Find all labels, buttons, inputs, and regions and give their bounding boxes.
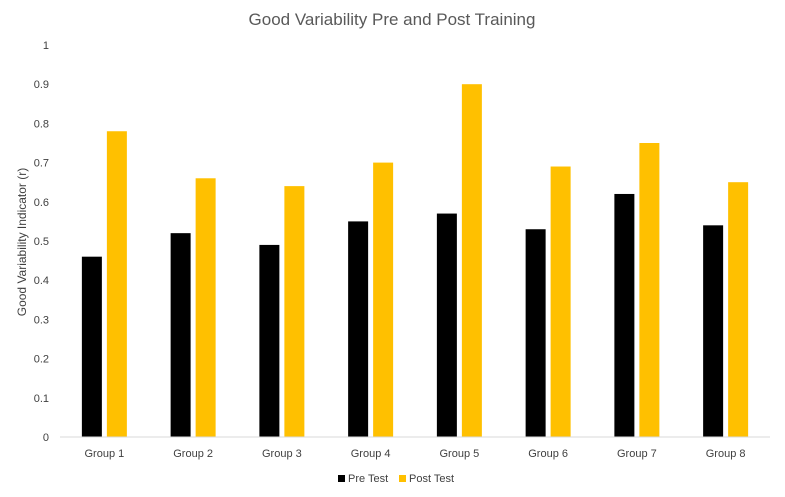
chart-title: Good Variability Pre and Post Training — [249, 10, 536, 29]
x-tick-label: Group 7 — [617, 448, 657, 460]
bar-post-test-group-8 — [728, 182, 749, 437]
bar-post-test-group-1 — [106, 131, 127, 438]
bar-pre-test-group-7 — [614, 193, 635, 437]
x-tick-label: Group 8 — [706, 448, 746, 460]
y-axis-label: Good Variability Indicator (r) — [15, 168, 29, 317]
y-axis-ticks: 0 0.1 0.2 0.3 0.4 0.5 0.6 0.7 0.8 0.9 1 — [34, 40, 49, 444]
bars — [81, 84, 749, 438]
y-tick-label: 0.8 — [34, 118, 49, 130]
bar-pre-test-group-8 — [703, 225, 724, 437]
y-tick-label: 0.4 — [34, 275, 49, 287]
y-tick-label: 0 — [43, 432, 49, 444]
y-tick-label: 0.6 — [34, 197, 49, 209]
legend-label-pre-test: Pre Test — [348, 473, 388, 485]
bar-pre-test-group-5 — [436, 213, 457, 437]
y-tick-label: 0.7 — [34, 158, 49, 170]
bar-post-test-group-4 — [373, 162, 394, 437]
x-tick-label: Group 6 — [528, 448, 568, 460]
x-tick-label: Group 4 — [351, 448, 391, 460]
legend: Pre Test Post Test — [338, 473, 454, 485]
bar-post-test-group-3 — [284, 186, 305, 437]
bar-post-test-group-6 — [550, 166, 571, 437]
y-tick-label: 1 — [43, 40, 49, 52]
x-tick-label: Group 2 — [173, 448, 213, 460]
y-tick-label: 0.9 — [34, 79, 49, 91]
y-tick-label: 0.1 — [34, 393, 49, 405]
bar-post-test-group-7 — [639, 143, 660, 437]
legend-swatch-post-test — [399, 475, 406, 482]
y-tick-label: 0.2 — [34, 354, 49, 366]
y-tick-label: 0.3 — [34, 314, 49, 326]
bar-pre-test-group-2 — [170, 233, 191, 437]
bar-pre-test-group-1 — [81, 256, 102, 437]
bar-post-test-group-2 — [195, 178, 216, 437]
legend-swatch-pre-test — [338, 475, 345, 482]
x-tick-label: Group 3 — [262, 448, 302, 460]
x-axis-ticks: Group 1 Group 2 Group 3 Group 4 Group 5 Group… — [85, 448, 746, 460]
x-tick-label: Group 1 — [85, 448, 125, 460]
x-tick-label: Group 5 — [440, 448, 480, 460]
legend-label-post-test: Post Test — [409, 473, 454, 485]
bar-post-test-group-5 — [461, 84, 482, 437]
bar-pre-test-group-3 — [259, 244, 280, 437]
y-tick-label: 0.5 — [34, 236, 49, 248]
bar-pre-test-group-4 — [348, 221, 369, 437]
bar-pre-test-group-6 — [525, 229, 546, 437]
